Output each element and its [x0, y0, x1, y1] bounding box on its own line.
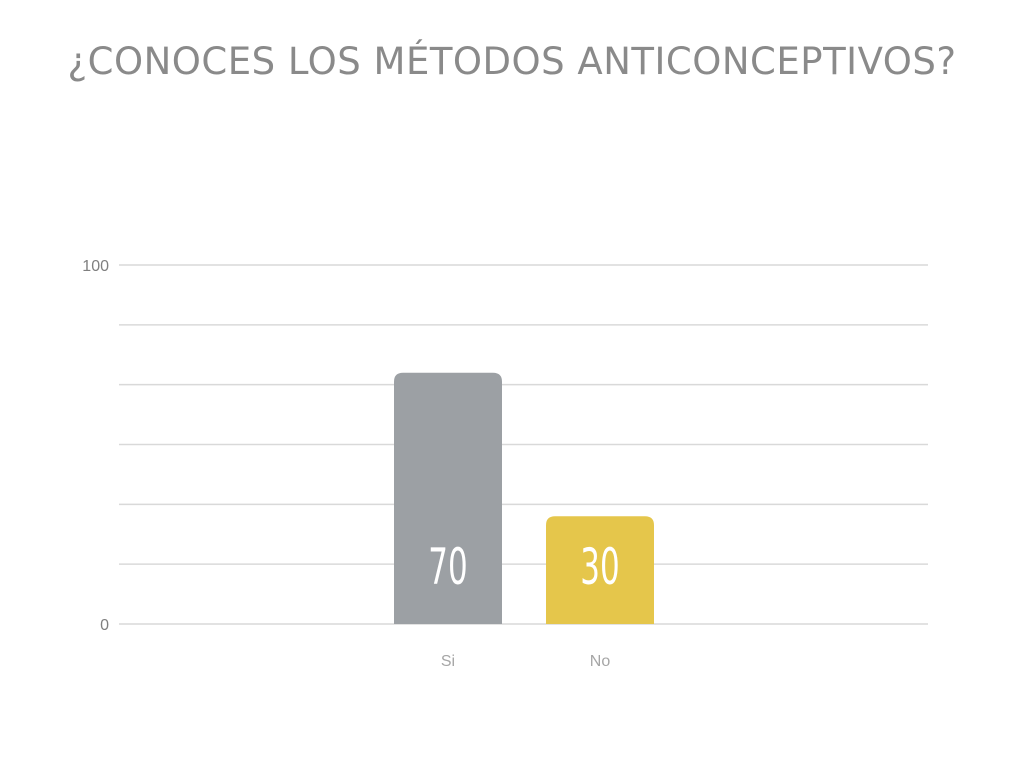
x-axis-ticks: Si No [441, 653, 610, 670]
bar-si [394, 372, 502, 624]
x-tick-label: No [590, 653, 611, 670]
data-label: 70 [428, 537, 467, 596]
gridlines [119, 264, 928, 625]
y-axis-ticks: 0 100 [82, 258, 109, 634]
bar-no [546, 516, 654, 624]
y-tick-label: 100 [82, 258, 109, 275]
data-label: 30 [580, 537, 619, 596]
chart-title: ¿CONOCES LOS MÉTODOS ANTICONCEPTIVOS? [67, 40, 957, 83]
bars: 70 30 [394, 372, 654, 624]
y-tick-label: 0 [100, 617, 109, 634]
x-tick-label: Si [441, 653, 455, 670]
